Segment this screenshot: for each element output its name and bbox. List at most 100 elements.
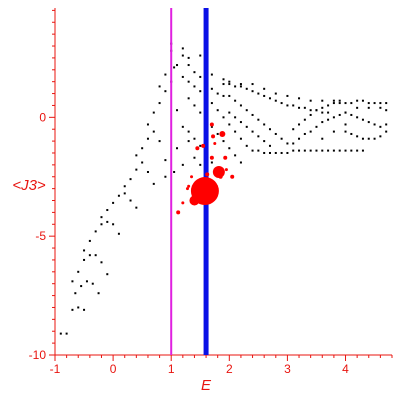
data-point	[280, 137, 283, 140]
data-point	[129, 199, 132, 202]
data-point	[77, 306, 80, 309]
data-point	[257, 92, 260, 95]
data-point	[234, 99, 237, 102]
data-point	[146, 170, 149, 173]
data-point	[88, 239, 91, 242]
data-point	[268, 97, 271, 100]
data-point	[193, 104, 196, 107]
data-point	[173, 66, 176, 69]
highlight-point	[190, 175, 194, 179]
data-point	[251, 90, 254, 93]
data-point	[65, 332, 68, 335]
highlight-point	[212, 165, 225, 178]
data-point	[298, 97, 301, 100]
data-point	[286, 94, 289, 97]
highlight-point	[181, 201, 185, 205]
data-point	[379, 102, 382, 105]
data-point	[321, 111, 324, 114]
data-point	[356, 116, 359, 119]
data-point	[361, 118, 364, 121]
data-point	[187, 64, 190, 67]
data-point	[71, 280, 74, 283]
data-point	[234, 85, 237, 88]
data-point	[158, 140, 161, 143]
data-point	[228, 83, 231, 86]
data-point	[251, 149, 254, 152]
data-point	[350, 113, 353, 116]
highlight-points	[176, 122, 235, 215]
data-point	[263, 123, 266, 126]
data-point	[338, 99, 341, 102]
data-point	[239, 121, 242, 124]
data-point	[176, 64, 179, 67]
data-point	[193, 85, 196, 88]
data-point	[141, 161, 144, 164]
data-point	[94, 230, 97, 233]
data-point	[361, 137, 364, 140]
data-point	[135, 206, 138, 209]
data-point	[268, 151, 271, 154]
data-point	[106, 220, 109, 223]
data-point	[85, 280, 88, 283]
highlight-point	[205, 172, 210, 177]
data-point	[292, 104, 295, 107]
y-tick-label: 0	[39, 110, 46, 124]
data-point	[210, 73, 213, 76]
data-point	[176, 109, 179, 112]
data-point	[199, 163, 202, 166]
data-point	[187, 140, 190, 143]
data-point	[350, 149, 353, 152]
highlight-point	[195, 146, 200, 151]
data-point	[332, 99, 335, 102]
data-point	[257, 135, 260, 138]
data-point	[228, 80, 231, 83]
data-point	[315, 109, 318, 112]
data-point	[321, 121, 324, 124]
data-point	[228, 147, 231, 150]
data-point	[321, 106, 324, 109]
data-point	[327, 149, 330, 152]
data-point	[257, 149, 260, 152]
x-tick-label: -1	[50, 362, 61, 376]
data-point	[135, 154, 138, 157]
data-point	[112, 223, 115, 226]
data-point	[210, 161, 213, 164]
data-point	[280, 102, 283, 105]
data-point	[309, 130, 312, 133]
data-point	[332, 116, 335, 119]
data-point	[199, 75, 202, 78]
data-point	[77, 270, 80, 273]
data-point	[350, 132, 353, 135]
data-point	[344, 102, 347, 105]
data-point	[245, 144, 248, 147]
x-axis-label: E	[201, 377, 212, 394]
highlight-point	[187, 184, 191, 188]
data-point	[309, 113, 312, 116]
data-point	[181, 75, 184, 78]
highlight-point	[189, 195, 200, 206]
y-axis-label: <J3>	[12, 177, 46, 194]
data-point	[234, 130, 237, 133]
highlight-point	[224, 168, 228, 172]
data-point	[239, 137, 242, 140]
data-point	[292, 149, 295, 152]
highlight-point	[211, 134, 216, 139]
data-point	[367, 121, 370, 124]
highlight-point	[176, 210, 181, 215]
data-point	[298, 106, 301, 109]
data-point	[100, 216, 103, 219]
data-point	[83, 308, 86, 311]
data-point	[361, 149, 364, 152]
data-point	[199, 54, 202, 57]
data-point	[216, 92, 219, 95]
x-tick-label: 2	[226, 362, 233, 376]
data-point	[298, 149, 301, 152]
data-point	[344, 111, 347, 114]
data-point	[303, 132, 306, 135]
data-point	[199, 111, 202, 114]
data-point	[356, 149, 359, 152]
data-point	[187, 97, 190, 100]
data-point	[228, 123, 231, 126]
data-point	[298, 137, 301, 140]
data-point	[303, 106, 306, 109]
